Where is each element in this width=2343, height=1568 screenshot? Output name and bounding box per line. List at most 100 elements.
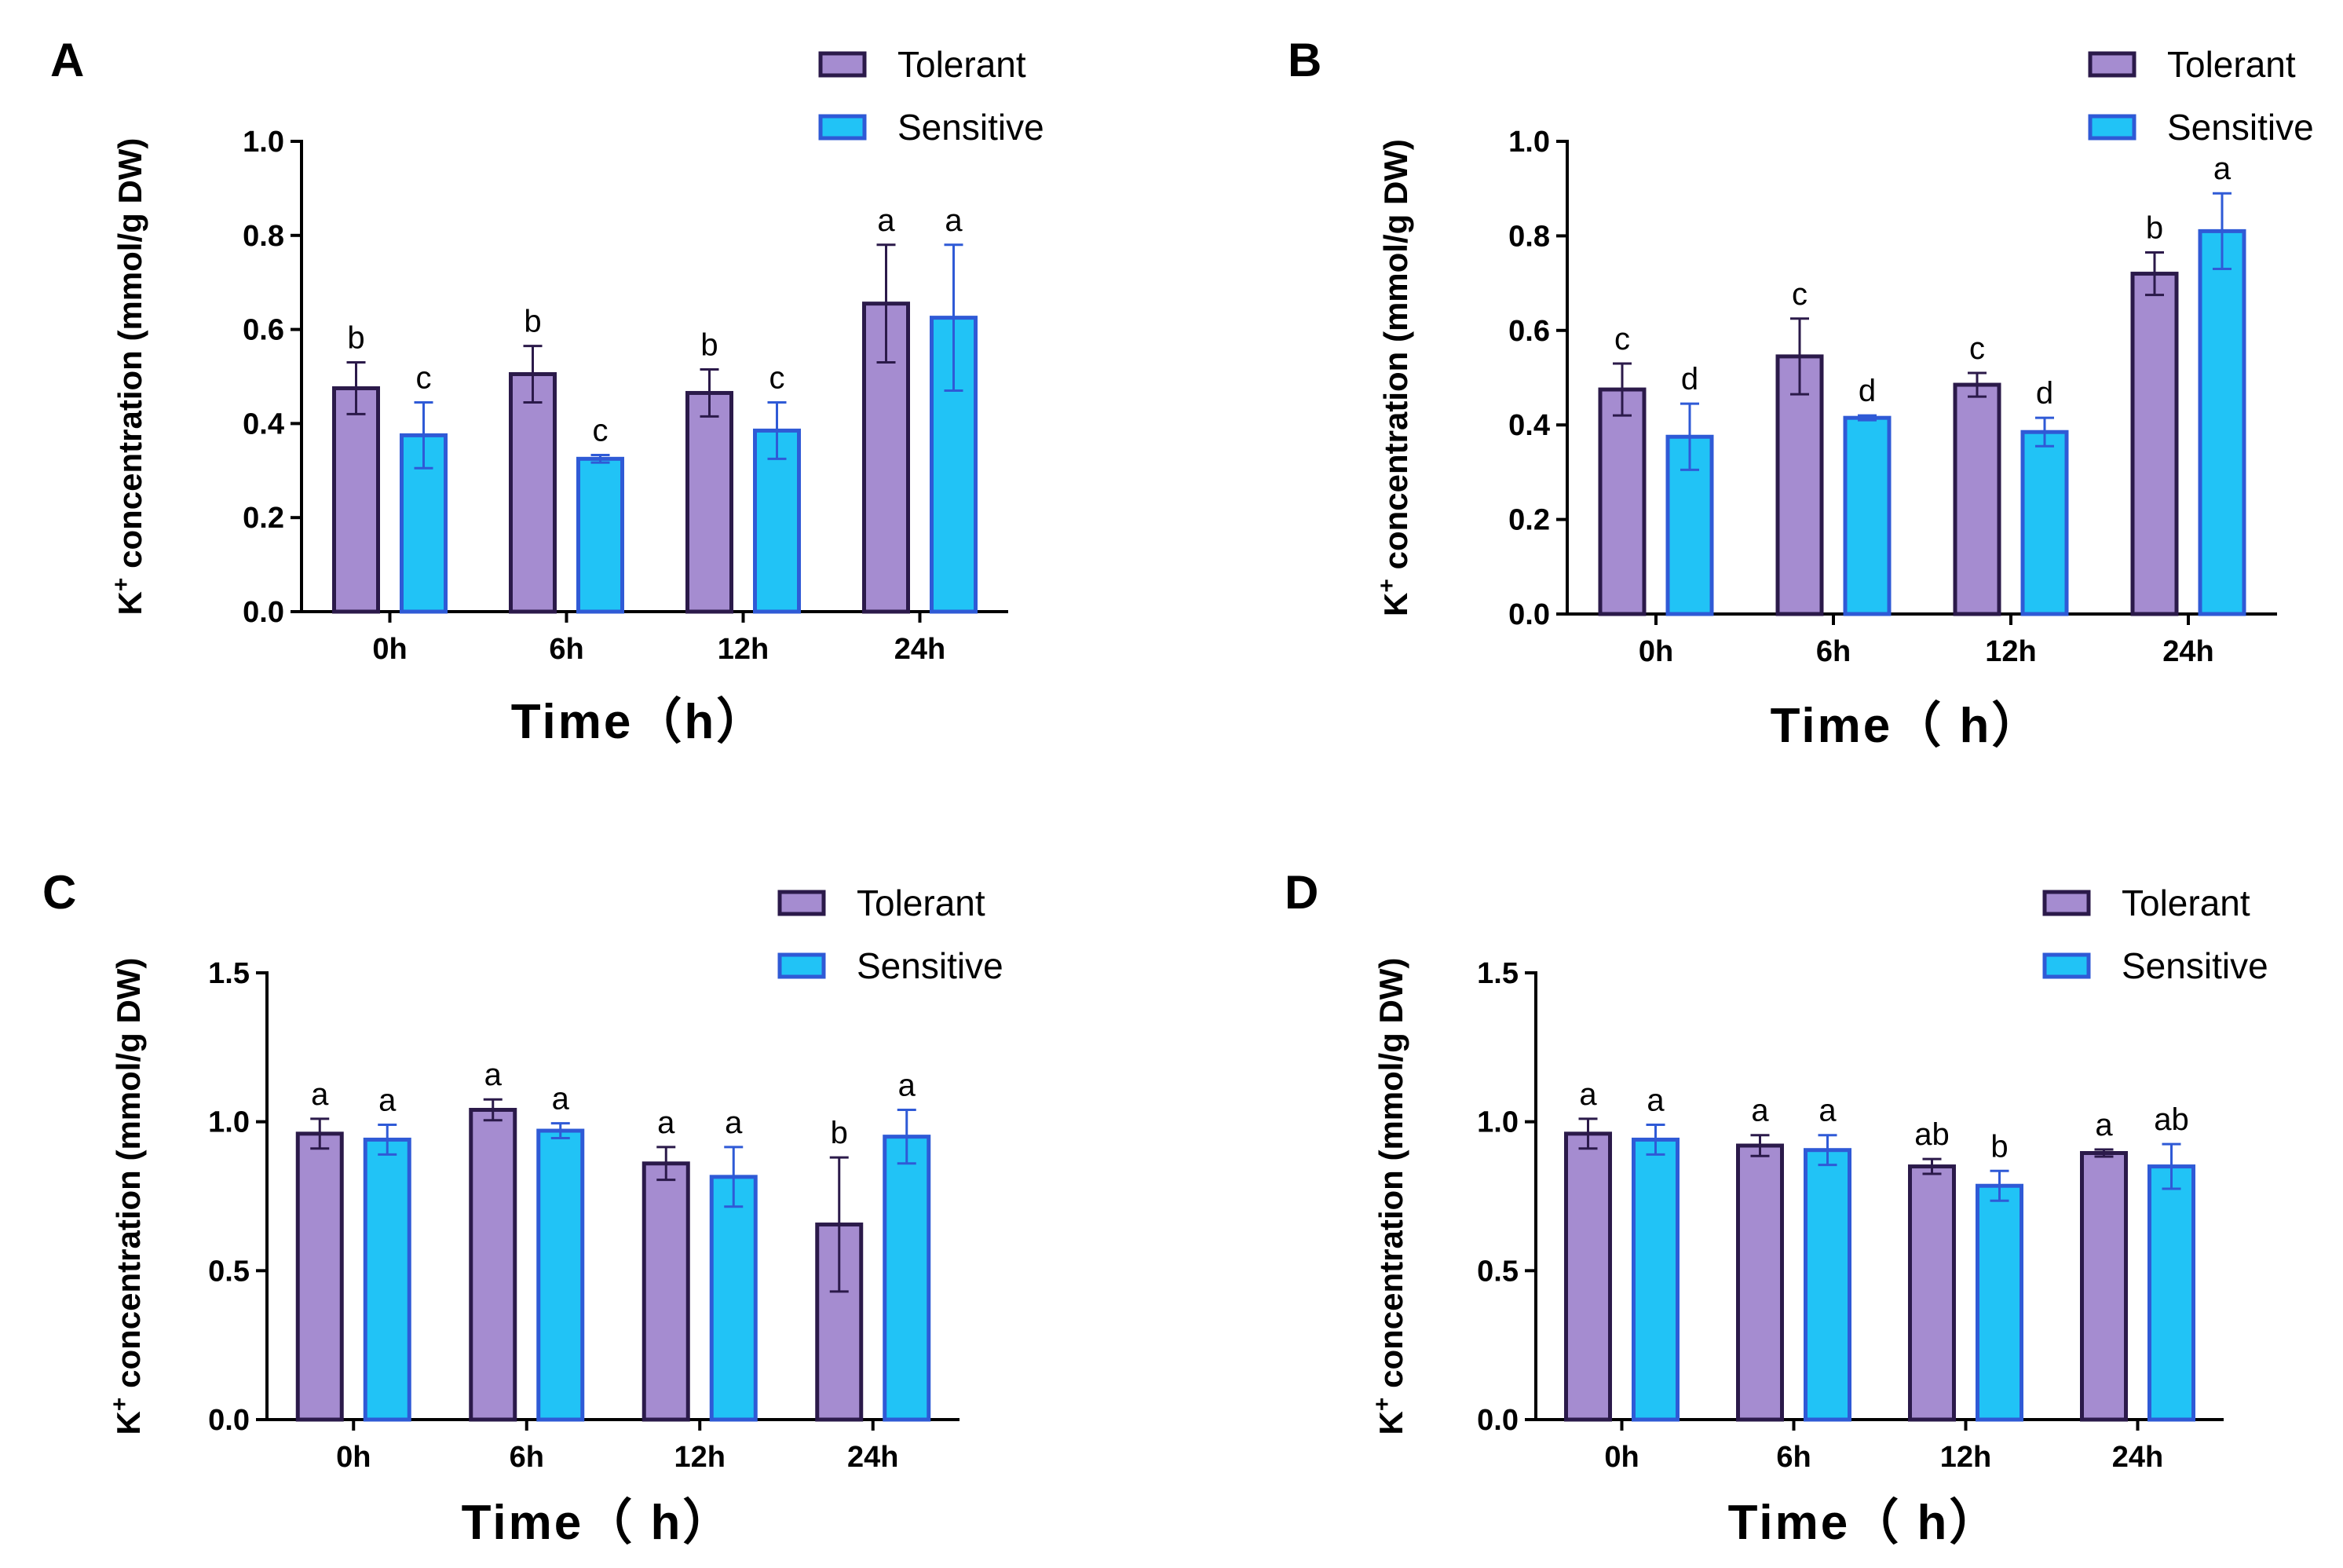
- y-tick-label: 0.0: [1508, 598, 1550, 631]
- significance-label: b: [2146, 210, 2163, 245]
- sensitive-bar-12h: [2020, 429, 2069, 616]
- tolerant-bar-12h: [641, 1161, 690, 1422]
- legend: Tolerant Sensitive: [818, 44, 1044, 148]
- panel-c: C 0.0 0.5 1.0 1.5 0h a a 6h a a 12h a a 24h b a Time（ h） K…: [42, 866, 1003, 1550]
- significance-label: a: [898, 1068, 916, 1102]
- y-axis-title-k: K: [1373, 1411, 1409, 1435]
- legend-label: Tolerant: [2167, 44, 2296, 85]
- y-tick-label: 0.8: [243, 220, 284, 253]
- significance-label: a: [945, 203, 963, 238]
- significance-label: b: [700, 328, 718, 363]
- sensitive-bar-24h: [2198, 228, 2246, 616]
- legend-label: Sensitive: [897, 107, 1044, 148]
- x-tick-label: 12h: [718, 633, 769, 666]
- y-tick-label: 0.8: [1508, 220, 1550, 253]
- y-tick-label: 1.5: [208, 957, 250, 990]
- y-tick-label: 0.2: [243, 502, 284, 535]
- significance-label: b: [347, 321, 364, 356]
- tolerant-bar-6h: [1775, 354, 1824, 616]
- tolerant-legend-swatch: [777, 890, 826, 916]
- panel-letter: D: [1285, 866, 1318, 919]
- tolerant-bar-12h: [1908, 1164, 1956, 1422]
- y-tick-label: 0.5: [208, 1255, 250, 1288]
- y-tick-label: 1.0: [1508, 126, 1550, 159]
- y-tick-label: 1.0: [208, 1106, 250, 1139]
- significance-label: b: [524, 305, 541, 339]
- y-axis-title-rest: concentration (mmol/g DW): [111, 138, 148, 578]
- y-axis-title: K+ concentration (mmol/g DW): [1374, 139, 1414, 616]
- x-tick-label: 6h: [549, 633, 583, 666]
- sensitive-bar-6h: [1804, 1148, 1851, 1422]
- tolerant-bar-24h: [2130, 272, 2179, 616]
- legend-label: Tolerant: [897, 44, 1026, 85]
- significance-label: a: [311, 1077, 329, 1112]
- significance-label: c: [1614, 322, 1630, 356]
- x-tick-label: 0h: [1639, 635, 1673, 668]
- sensitive-bar-6h: [1843, 415, 1892, 616]
- x-tick-label: 6h: [1816, 635, 1851, 668]
- x-tick-label: 0h: [372, 633, 407, 666]
- sensitive-bar-24h: [883, 1135, 931, 1422]
- significance-label: b: [1990, 1129, 2008, 1164]
- sensitive-bar-24h: [2147, 1164, 2195, 1422]
- y-axis-title-rest: concentration (mmol/g DW): [110, 958, 147, 1398]
- sensitive-bar-6h: [576, 456, 624, 614]
- significance-label: d: [1859, 374, 1876, 408]
- y-axis-title-superscript: +: [1369, 1398, 1395, 1412]
- panel-b: B 0.0 0.2 0.4 0.6 0.8 1.0 0h c d 6h c d 12h c d 24h b a Tim…: [1288, 34, 2314, 753]
- x-tick-label: 12h: [1940, 1441, 1991, 1474]
- significance-label: c: [1969, 331, 1985, 366]
- x-axis-title: Time（ h）: [1728, 1495, 2001, 1550]
- significance-label: a: [2095, 1108, 2113, 1142]
- x-tick-label: 24h: [894, 633, 945, 666]
- y-tick-label: 1.0: [243, 126, 284, 159]
- panel-a: A 0.0 0.2 0.4 0.6 0.8 1.0 0h b c 6h b c 12h b c 24h a a Tim…: [50, 34, 1044, 749]
- y-tick-label: 0.0: [208, 1404, 250, 1437]
- significance-label: c: [593, 414, 609, 448]
- sensitive-bar-6h: [536, 1128, 585, 1422]
- sensitive-bar-12h: [1976, 1183, 2023, 1422]
- x-tick-label: 6h: [510, 1441, 544, 1474]
- legend: Tolerant Sensitive: [777, 883, 1003, 986]
- legend-label: Sensitive: [857, 945, 1003, 986]
- tolerant-bar-0h: [295, 1131, 344, 1422]
- significance-label: a: [1647, 1083, 1665, 1117]
- legend: Tolerant Sensitive: [2042, 883, 2268, 986]
- x-tick-label: 0h: [1604, 1441, 1639, 1474]
- sensitive-bar-0h: [1632, 1137, 1680, 1422]
- y-axis-title-k: K: [111, 591, 148, 615]
- significance-label: ab: [1914, 1117, 1950, 1152]
- y-tick-label: 0.0: [243, 596, 284, 629]
- tolerant-legend-swatch: [818, 51, 867, 78]
- sensitive-legend-swatch: [2042, 952, 2091, 979]
- tolerant-bar-12h: [1953, 382, 2001, 616]
- y-axis-title-superscript: +: [1374, 579, 1400, 593]
- y-tick-label: 1.0: [1477, 1106, 1519, 1139]
- y-tick-label: 0.4: [1508, 409, 1550, 442]
- y-tick-label: 0.0: [1477, 1404, 1519, 1437]
- legend-label: Sensitive: [2122, 945, 2268, 986]
- sensitive-legend-swatch: [777, 952, 826, 979]
- panel-letter: A: [50, 34, 84, 86]
- tolerant-bar-6h: [1736, 1143, 1784, 1422]
- y-tick-label: 0.2: [1508, 504, 1550, 537]
- sensitive-bar-12h: [753, 428, 801, 614]
- sensitive-legend-swatch: [818, 114, 867, 141]
- significance-label: a: [2213, 152, 2232, 186]
- legend-label: Sensitive: [2167, 107, 2314, 148]
- x-tick-label: 24h: [847, 1441, 898, 1474]
- significance-label: a: [1751, 1094, 1769, 1128]
- significance-label: d: [1681, 362, 1698, 397]
- significance-label: a: [484, 1058, 503, 1092]
- significance-label: a: [725, 1106, 743, 1140]
- x-tick-label: 0h: [336, 1441, 371, 1474]
- panel-letter: C: [42, 866, 76, 919]
- significance-label: a: [1579, 1077, 1597, 1112]
- significance-label: a: [1818, 1094, 1837, 1128]
- significance-label: a: [378, 1083, 397, 1117]
- y-tick-label: 1.5: [1477, 957, 1519, 990]
- significance-label: c: [416, 360, 432, 395]
- x-tick-label: 24h: [2112, 1441, 2163, 1474]
- significance-label: b: [831, 1116, 848, 1150]
- x-tick-label: 12h: [1985, 635, 2036, 668]
